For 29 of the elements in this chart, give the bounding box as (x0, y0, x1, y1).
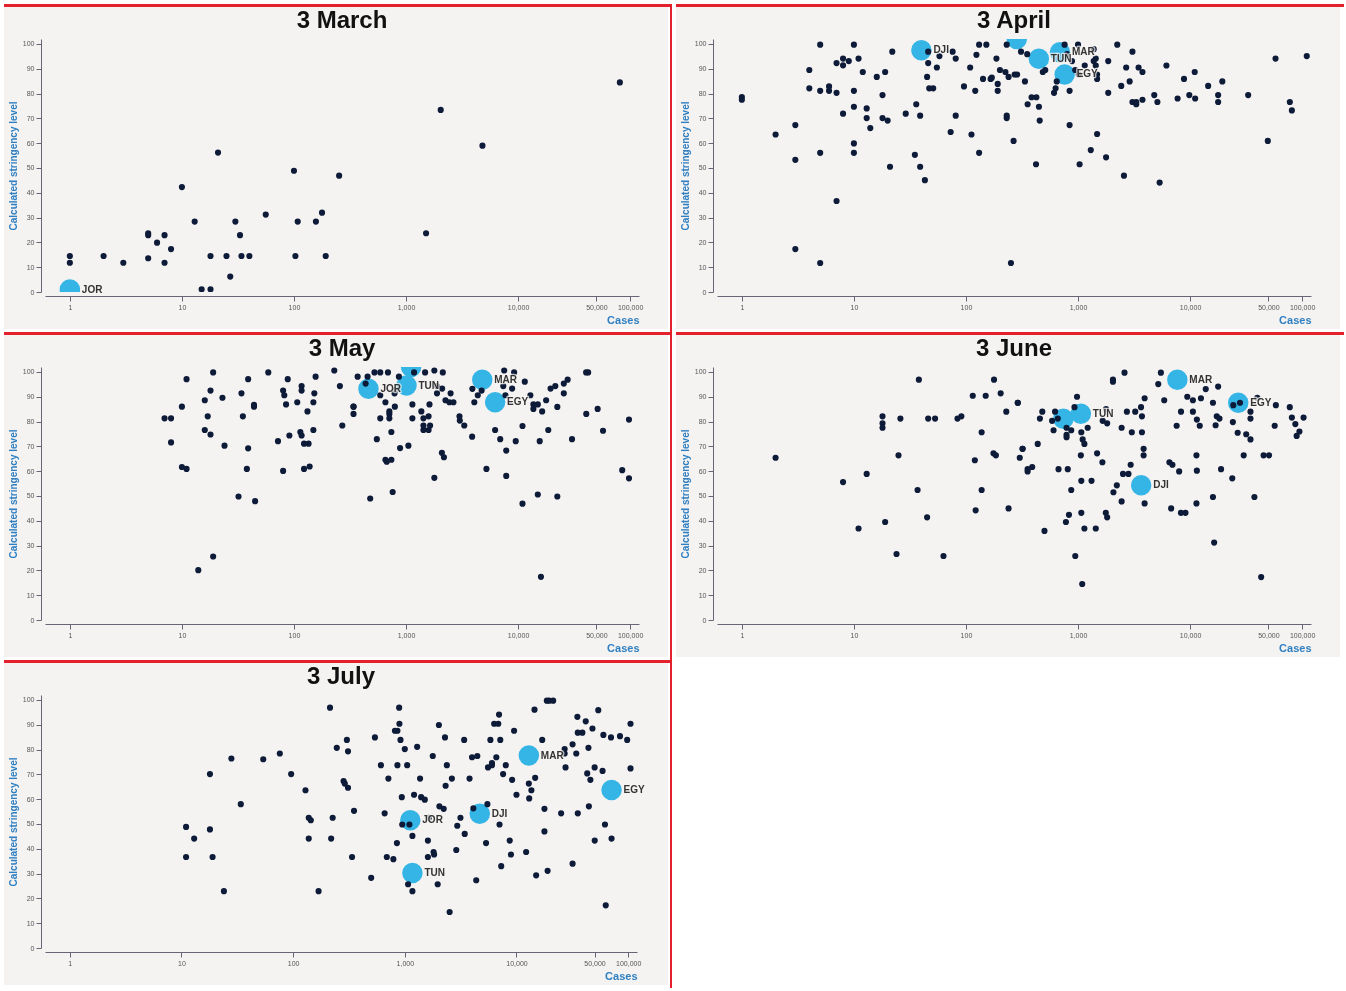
annotation: MAR (540, 749, 565, 761)
y-axis-title: Calculated stringency level (7, 101, 19, 231)
annotation: MAR (494, 373, 518, 385)
chart-title: 3 June (975, 334, 1053, 361)
annotation: MAR (1071, 46, 1096, 58)
x-axis-title: Cases (607, 313, 640, 326)
x-axis-title: Cases (605, 969, 638, 982)
x-axis-title: Cases (607, 641, 640, 654)
annotation: EGY (507, 396, 529, 408)
chart-title: 3 July (306, 662, 376, 689)
chart-title: 3 April (977, 6, 1051, 33)
annotation: DJI (933, 44, 950, 56)
annotation: TUN (424, 867, 445, 879)
y-axis-title: Calculated stringency level (679, 429, 691, 559)
annotation: DJI (1153, 479, 1169, 491)
chart-title: 3 March (296, 6, 388, 33)
annotation: EGY (623, 784, 645, 795)
annotation: DJI (491, 807, 508, 819)
annotation: JOR (81, 283, 104, 295)
annotation: JOR (422, 814, 444, 826)
y-axis-title: Calculated stringency level (679, 101, 691, 231)
x-axis-title: Cases (1279, 641, 1312, 654)
annotation: MAR (1189, 373, 1213, 385)
x-axis-title: Cases (1279, 313, 1312, 326)
y-axis-title: Calculated stringency level (7, 757, 19, 887)
annotation: EGY (1250, 396, 1272, 408)
y-axis-title: Calculated stringency level (7, 429, 19, 559)
chart-title: 3 May (308, 334, 376, 361)
annotation: TUN (1092, 407, 1114, 419)
